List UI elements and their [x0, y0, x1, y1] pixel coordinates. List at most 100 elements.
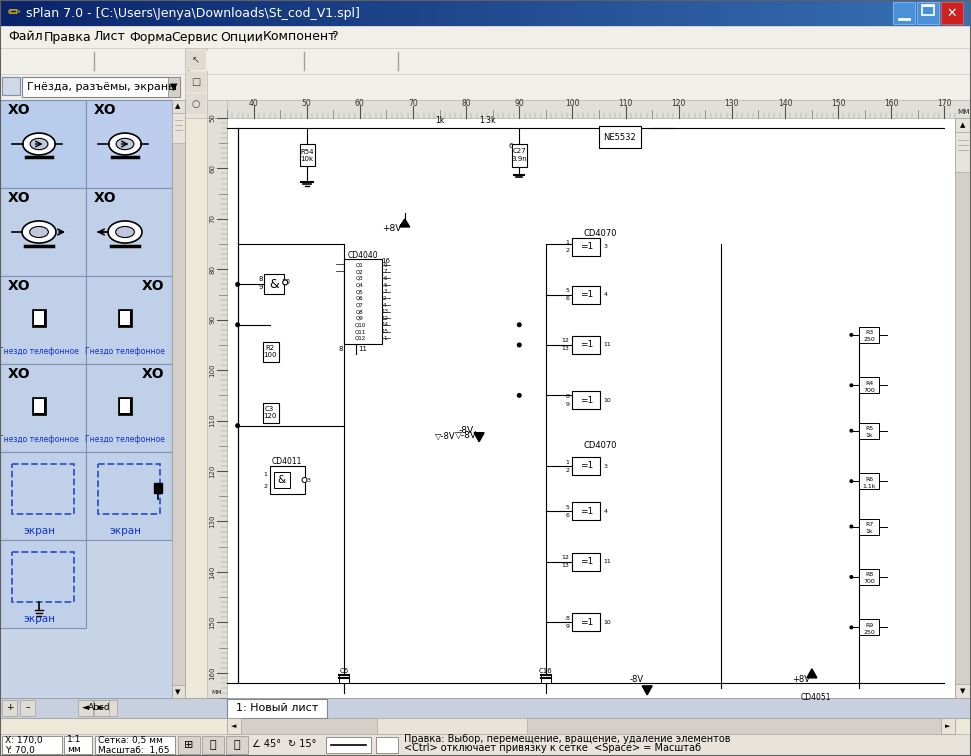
Bar	[670, 0, 681, 26]
Bar	[175, 0, 185, 26]
Bar	[252, 0, 263, 26]
Ellipse shape	[117, 138, 134, 150]
Circle shape	[850, 333, 854, 337]
Bar	[34, 399, 44, 413]
Text: 1.3k: 1.3k	[479, 116, 495, 125]
Bar	[922, 5, 934, 15]
Bar	[214, 0, 224, 26]
Text: 90: 90	[515, 100, 524, 109]
Bar	[572, 457, 600, 475]
Text: 3: 3	[307, 478, 311, 482]
Text: Abcd: Abcd	[88, 704, 111, 712]
Bar	[39, 0, 50, 26]
Bar	[186, 72, 206, 92]
Bar	[952, 0, 962, 26]
Bar	[534, 0, 545, 26]
Bar	[2, 700, 17, 716]
Bar	[270, 466, 305, 494]
Bar	[168, 77, 180, 97]
Bar	[118, 397, 132, 415]
Text: 80: 80	[461, 100, 471, 109]
Bar	[369, 0, 380, 26]
Bar	[154, 483, 162, 493]
Text: 11: 11	[603, 559, 611, 564]
Bar	[330, 0, 341, 26]
Bar	[82, 700, 117, 716]
Bar	[893, 0, 904, 26]
Bar	[262, 0, 273, 26]
Ellipse shape	[30, 138, 48, 150]
Bar	[227, 100, 971, 118]
Text: CD4051: CD4051	[801, 693, 831, 702]
Text: =1: =1	[580, 461, 593, 470]
Bar	[903, 0, 914, 26]
Bar	[87, 0, 98, 26]
Text: 4: 4	[603, 509, 608, 514]
Text: экран: экран	[23, 526, 55, 536]
Text: 100: 100	[209, 364, 215, 377]
Text: 5: 5	[565, 505, 569, 510]
Bar	[874, 0, 885, 26]
Bar	[26, 51, 46, 71]
Bar	[376, 737, 398, 753]
Bar	[282, 0, 292, 26]
Bar	[339, 675, 349, 683]
Text: 9: 9	[565, 624, 569, 629]
Bar	[709, 0, 720, 26]
Bar	[120, 399, 130, 413]
Text: ▽-8V: ▽-8V	[455, 431, 477, 440]
Bar	[172, 100, 185, 698]
Bar	[796, 0, 807, 26]
Bar	[146, 0, 156, 26]
Text: 13: 13	[561, 563, 569, 569]
Text: &: &	[269, 278, 279, 291]
Text: ◄: ◄	[231, 723, 237, 729]
Text: Q5: Q5	[356, 290, 364, 294]
Ellipse shape	[116, 227, 134, 237]
Text: 6: 6	[384, 276, 386, 281]
Text: 120: 120	[263, 413, 276, 419]
Bar	[513, 144, 527, 167]
Bar	[68, 0, 79, 26]
Text: 9: 9	[565, 402, 569, 407]
Text: =1: =1	[580, 396, 593, 405]
Bar	[226, 736, 248, 754]
Bar	[572, 613, 600, 631]
Bar	[572, 336, 600, 354]
Bar	[719, 0, 729, 26]
Text: +8V: +8V	[792, 675, 810, 684]
Bar	[859, 473, 880, 489]
Bar	[227, 718, 955, 734]
Text: 1k: 1k	[435, 116, 444, 125]
Bar	[859, 569, 880, 585]
Text: 60: 60	[355, 100, 365, 109]
Bar	[689, 0, 700, 26]
Text: Гнездо телефонное: Гнездо телефонное	[85, 435, 165, 445]
Bar	[2, 77, 20, 95]
Bar	[917, 2, 939, 24]
Text: 5: 5	[384, 283, 386, 287]
Text: ▲: ▲	[176, 103, 181, 109]
Bar	[941, 718, 955, 734]
Text: ▼: ▼	[960, 688, 966, 694]
Bar	[932, 0, 943, 26]
Text: ►: ►	[98, 704, 105, 712]
Bar	[32, 397, 46, 415]
Text: мм: мм	[956, 107, 969, 116]
Bar	[214, 51, 234, 71]
Bar	[599, 126, 641, 148]
Text: Сетка: 0,5 мм: Сетка: 0,5 мм	[98, 736, 163, 745]
Bar	[374, 51, 394, 71]
Text: 130: 130	[724, 100, 739, 109]
Text: 3: 3	[603, 463, 608, 469]
Text: 150: 150	[831, 100, 846, 109]
Bar	[573, 0, 584, 26]
Text: ХО: ХО	[94, 191, 117, 205]
Text: 80: 80	[209, 265, 215, 274]
Bar	[350, 0, 360, 26]
Text: 2: 2	[565, 248, 569, 253]
Text: 1: 1	[565, 240, 569, 245]
Bar	[0, 0, 11, 26]
Text: ○: ○	[191, 99, 200, 109]
Text: 4: 4	[384, 302, 386, 308]
